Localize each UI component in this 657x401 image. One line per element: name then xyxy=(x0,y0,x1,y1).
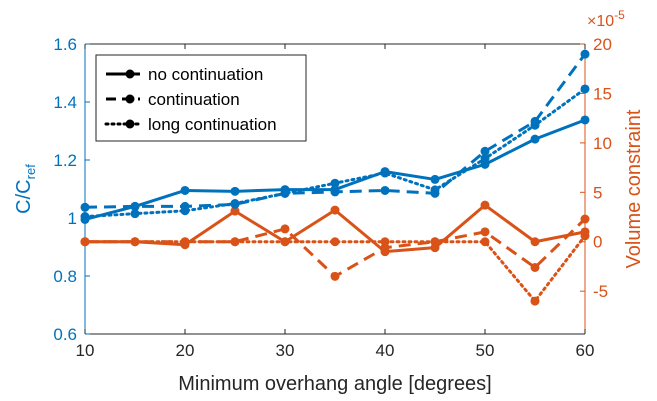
right-axis: -5 0 5 10 15 20 ×10-5 Volume constraint xyxy=(580,8,645,301)
data-point-left-solid xyxy=(430,174,440,184)
left-tick-label: 0.6 xyxy=(53,325,77,344)
data-point-right-dotted xyxy=(80,237,90,247)
data-point-right-dotted xyxy=(330,237,340,247)
data-point-left-dotted xyxy=(280,188,290,198)
data-point-left-dashed xyxy=(80,202,90,212)
data-point-right-dotted xyxy=(480,237,490,247)
x-tick-label: 30 xyxy=(276,341,295,360)
data-point-right-dotted xyxy=(430,237,440,247)
left-tick-label: 1.4 xyxy=(53,93,77,112)
data-point-left-dotted xyxy=(230,199,240,208)
data-point-left-dotted xyxy=(480,154,490,164)
x-tick-label: 10 xyxy=(76,341,95,360)
data-point-right-solid xyxy=(330,205,340,215)
right-tick-label: 10 xyxy=(593,134,612,153)
data-point-left-solid xyxy=(530,134,540,144)
data-point-right-dashed xyxy=(580,214,590,224)
data-point-right-dotted xyxy=(380,237,390,247)
right-axis-multiplier: ×10-5 xyxy=(587,8,625,30)
data-point-left-dashed xyxy=(380,185,390,195)
data-point-left-dotted xyxy=(130,209,140,219)
x-axis-label: Minimum overhang angle [degrees] xyxy=(178,373,492,395)
x-tick-label: 50 xyxy=(476,341,495,360)
legend-label: long continuation xyxy=(148,115,277,134)
data-point-left-dotted xyxy=(380,168,390,178)
right-tick-label: -5 xyxy=(593,282,608,301)
data-point-right-solid xyxy=(230,206,240,216)
x-tick-label: 40 xyxy=(376,341,395,360)
data-point-right-dotted xyxy=(230,237,240,247)
data-point-right-dotted xyxy=(280,237,290,247)
data-point-right-solid xyxy=(480,200,490,210)
data-point-right-dashed xyxy=(530,262,540,272)
right-tick-label: 0 xyxy=(593,233,602,252)
legend-marker-dotted xyxy=(125,119,135,129)
data-point-right-dashed xyxy=(480,227,490,237)
left-axis: 0.6 0.8 1 1.2 1.4 1.6 C/Cref xyxy=(13,35,90,344)
x-axis: 10 20 30 40 50 60 Minimum overhang angle [degr… xyxy=(76,44,595,395)
data-point-left-dotted xyxy=(180,206,190,216)
data-point-left-dotted xyxy=(80,212,90,222)
x-tick-label: 60 xyxy=(576,341,595,360)
data-point-right-dotted xyxy=(580,231,590,241)
legend-marker-dashed xyxy=(125,94,135,104)
data-point-left-dashed xyxy=(480,146,490,156)
left-axis-label-subscript: ref xyxy=(23,164,38,180)
series-layer xyxy=(80,49,590,306)
legend-label: continuation xyxy=(148,90,240,109)
right-tick-label: 5 xyxy=(593,183,602,202)
left-tick-label: 0.8 xyxy=(53,267,77,286)
data-point-right-dotted xyxy=(130,237,140,247)
left-axis-label: C/Cref xyxy=(13,164,38,214)
left-tick-label: 1.2 xyxy=(53,151,77,170)
data-point-right-solid xyxy=(530,237,540,247)
data-point-left-dotted xyxy=(580,84,590,94)
left-tick-label: 1.6 xyxy=(53,35,77,54)
right-tick-label: 15 xyxy=(593,84,612,103)
right-tick-label: 20 xyxy=(593,35,612,54)
right-axis-multiplier-exponent: -5 xyxy=(614,8,625,22)
legend-label: no continuation xyxy=(148,65,263,84)
data-point-right-dashed xyxy=(280,224,290,234)
data-point-left-solid xyxy=(580,115,590,125)
data-point-right-dashed xyxy=(330,271,340,281)
data-point-left-solid xyxy=(180,185,190,195)
data-point-left-dashed xyxy=(330,187,340,197)
legend-marker-solid xyxy=(125,69,135,79)
data-point-left-dashed xyxy=(580,49,590,59)
data-point-left-solid xyxy=(230,186,240,196)
left-tick-label: 1 xyxy=(68,209,77,228)
data-point-left-dotted xyxy=(430,185,440,195)
data-point-left-dashed xyxy=(130,201,140,211)
x-tick-label: 20 xyxy=(176,341,195,360)
data-point-left-dotted xyxy=(530,120,540,130)
data-point-right-dotted xyxy=(530,296,540,306)
right-axis-label: Volume constraint xyxy=(623,109,645,268)
data-point-right-dotted xyxy=(180,237,190,247)
legend: no continuation continuation long continua… xyxy=(95,54,307,142)
data-point-left-dotted xyxy=(330,178,340,188)
series-line-right-dotted xyxy=(83,234,587,303)
